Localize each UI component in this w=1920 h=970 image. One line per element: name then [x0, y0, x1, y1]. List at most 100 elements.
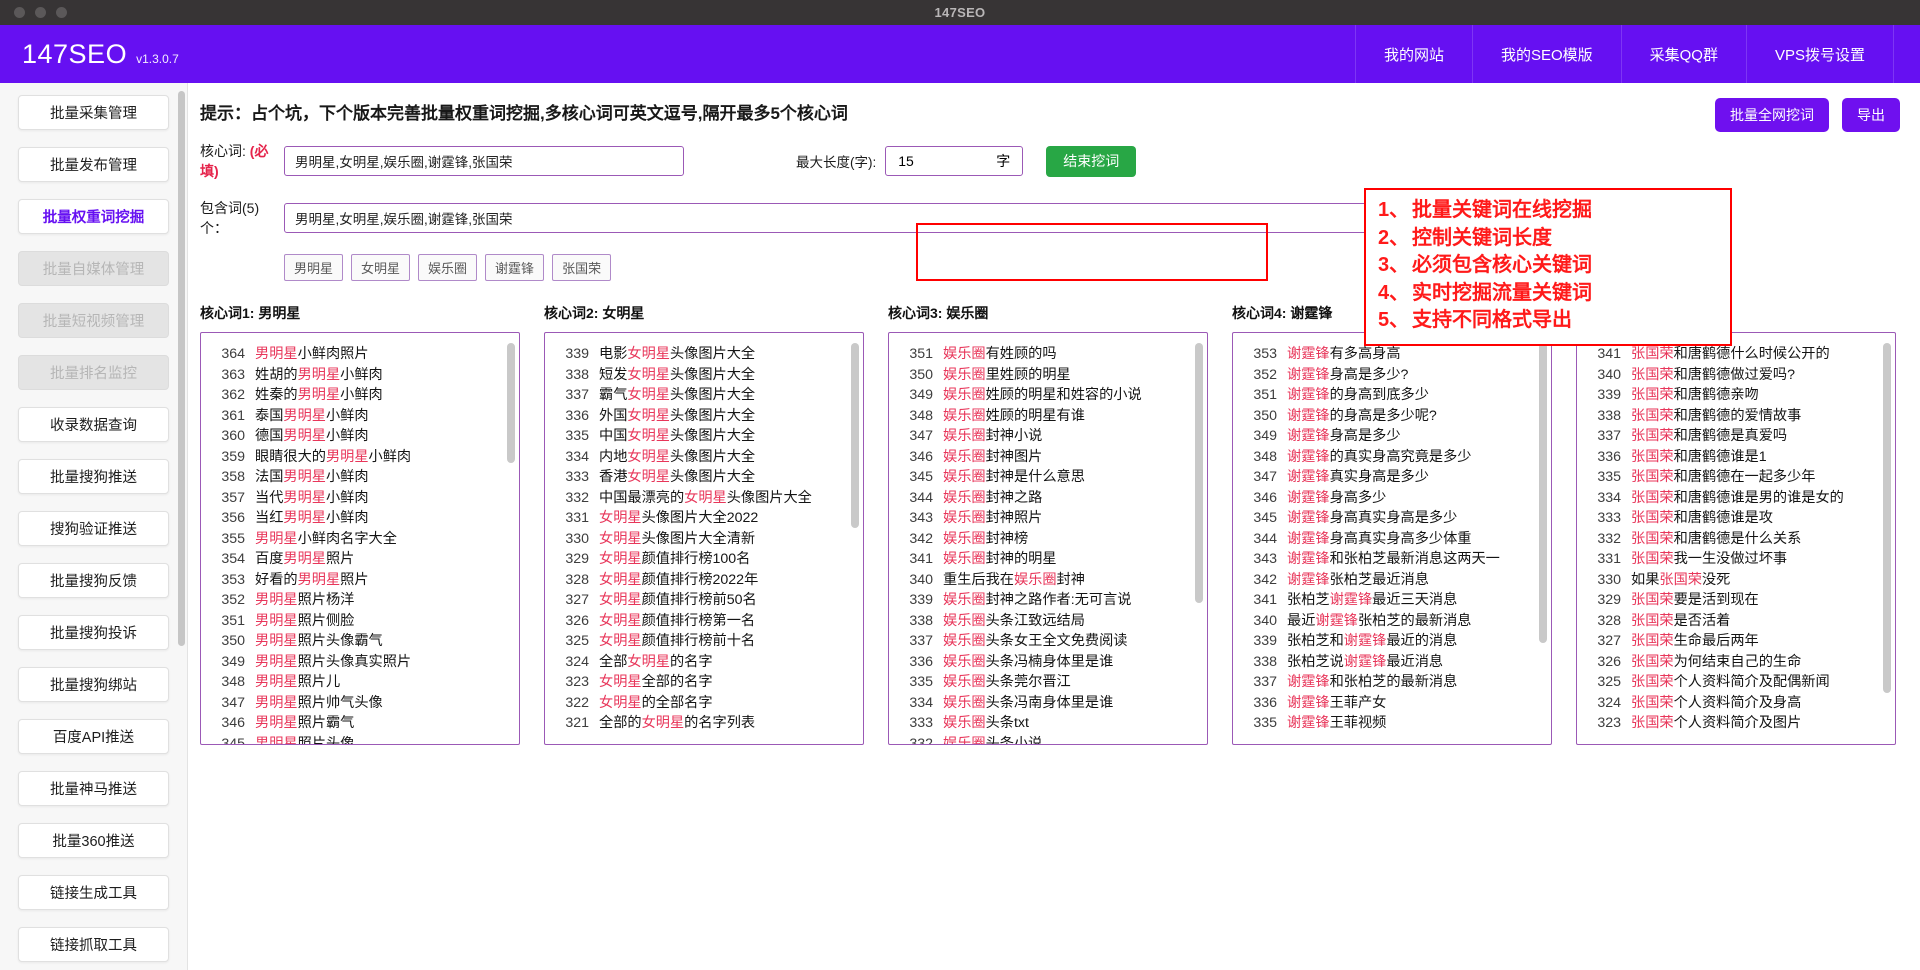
keyword-row[interactable]: 361 泰国男明星小鲜肉	[211, 407, 503, 428]
keyword-row[interactable]: 324 张国荣个人资料简介及身高	[1587, 694, 1879, 715]
include-word-tag-1[interactable]: 女明星	[351, 254, 411, 281]
keyword-row[interactable]: 353 好看的男明星照片	[211, 571, 503, 592]
keyword-row[interactable]: 326 女明星颜值排行榜第一名	[555, 612, 847, 633]
window-traffic-lights[interactable]	[14, 0, 67, 25]
keyword-row[interactable]: 346 谢霆锋身高多少	[1243, 489, 1535, 510]
keyword-row[interactable]: 332 中国最漂亮的女明星头像图片大全	[555, 489, 847, 510]
keyword-row[interactable]: 343 娱乐圈封神照片	[899, 509, 1191, 530]
keyword-row[interactable]: 332 娱乐圈头条小说	[899, 735, 1191, 745]
keyword-row[interactable]: 342 娱乐圈封神榜	[899, 530, 1191, 551]
include-word-tag-4[interactable]: 张国荣	[552, 254, 612, 281]
result-column-list[interactable]: 341 张国荣和唐鹤德什么时候公开的 340 张国荣和唐鹤德做过爱吗? 339 张国荣和唐…	[1576, 332, 1896, 745]
keyword-row[interactable]: 360 德国男明星小鲜肉	[211, 427, 503, 448]
sidebar-item-16[interactable]: 链接抓取工具	[18, 927, 169, 962]
keyword-row[interactable]: 354 百度男明星照片	[211, 550, 503, 571]
nav-item-3[interactable]: VPS拨号设置	[1745, 25, 1894, 83]
keyword-row[interactable]: 364 男明星小鲜肉照片	[211, 345, 503, 366]
keyword-row[interactable]: 338 短发女明星头像图片大全	[555, 366, 847, 387]
keyword-row[interactable]: 339 张柏芝和谢霆锋最近的消息	[1243, 632, 1535, 653]
core-word-input[interactable]: 男明星,女明星,娱乐圈,谢霆锋,张国荣	[284, 146, 684, 176]
keyword-row[interactable]: 329 女明星颜值排行榜100名	[555, 550, 847, 571]
sidebar-item-9[interactable]: 批量搜狗反馈	[18, 563, 169, 598]
keyword-row[interactable]: 347 男明星照片帅气头像	[211, 694, 503, 715]
sidebar-item-14[interactable]: 批量360推送	[18, 823, 169, 858]
sidebar-item-11[interactable]: 批量搜狗绑站	[18, 667, 169, 702]
keyword-row[interactable]: 336 外国女明星头像图片大全	[555, 407, 847, 428]
sidebar-item-0[interactable]: 批量采集管理	[18, 95, 169, 130]
keyword-row[interactable]: 351 娱乐圈有姓顾的吗	[899, 345, 1191, 366]
keyword-row[interactable]: 339 电影女明星头像图片大全	[555, 345, 847, 366]
keyword-row[interactable]: 335 谢霆锋王菲视频	[1243, 714, 1535, 735]
sidebar-item-2[interactable]: 批量权重词挖掘	[18, 199, 169, 234]
keyword-row[interactable]: 339 张国荣和唐鹤德亲吻	[1587, 386, 1879, 407]
keyword-row[interactable]: 337 谢霆锋和张柏芝的最新消息	[1243, 673, 1535, 694]
sidebar-item-12[interactable]: 百度API推送	[18, 719, 169, 754]
max-length-input[interactable]: 15 字	[885, 146, 1024, 176]
keyword-row[interactable]: 327 女明星颜值排行榜前50名	[555, 591, 847, 612]
keyword-row[interactable]: 347 娱乐圈封神小说	[899, 427, 1191, 448]
stop-dig-button[interactable]: 结束挖词	[1046, 145, 1137, 177]
keyword-row[interactable]: 328 张国荣是否活着	[1587, 612, 1879, 633]
nav-item-1[interactable]: 我的SEO模版	[1471, 25, 1621, 83]
keyword-row[interactable]: 357 当代男明星小鲜肉	[211, 489, 503, 510]
keyword-row[interactable]: 336 张国荣和唐鹤德谁是1	[1587, 448, 1879, 469]
keyword-row[interactable]: 338 张国荣和唐鹤德的爱情故事	[1587, 407, 1879, 428]
result-column-scrollbar-thumb[interactable]	[1539, 343, 1547, 643]
keyword-row[interactable]: 334 张国荣和唐鹤德谁是男的谁是女的	[1587, 489, 1879, 510]
keyword-row[interactable]: 350 娱乐圈里姓顾的明星	[899, 366, 1191, 387]
sidebar-item-15[interactable]: 链接生成工具	[18, 875, 169, 910]
keyword-row[interactable]: 350 谢霆锋的身高是多少呢?	[1243, 407, 1535, 428]
keyword-row[interactable]: 331 女明星头像图片大全2022	[555, 509, 847, 530]
nav-item-0[interactable]: 我的网站	[1354, 25, 1472, 83]
keyword-row[interactable]: 327 张国荣生命最后两年	[1587, 632, 1879, 653]
keyword-row[interactable]: 351 谢霆锋的身高到底多少	[1243, 386, 1535, 407]
keyword-row[interactable]: 337 娱乐圈头条女王全文免费阅读	[899, 632, 1191, 653]
result-column-scrollbar-thumb[interactable]	[1883, 343, 1891, 693]
result-column-list[interactable]: 364 男明星小鲜肉照片 363 姓胡的男明星小鲜肉 362 姓秦的男明星小鲜肉 361 泰国…	[200, 332, 520, 745]
sidebar-item-13[interactable]: 批量神马推送	[18, 771, 169, 806]
keyword-row[interactable]: 330 女明星头像图片大全清新	[555, 530, 847, 551]
close-window-icon[interactable]	[14, 7, 25, 18]
keyword-row[interactable]: 358 法国男明星小鲜肉	[211, 468, 503, 489]
keyword-row[interactable]: 325 张国荣个人资料简介及配偶新闻	[1587, 673, 1879, 694]
include-word-tag-3[interactable]: 谢霆锋	[485, 254, 545, 281]
keyword-row[interactable]: 340 张国荣和唐鹤德做过爱吗?	[1587, 366, 1879, 387]
result-column-scrollbar-thumb[interactable]	[507, 343, 515, 463]
keyword-row[interactable]: 362 姓秦的男明星小鲜肉	[211, 386, 503, 407]
keyword-row[interactable]: 340 最近谢霆锋张柏芝的最新消息	[1243, 612, 1535, 633]
keyword-row[interactable]: 333 香港女明星头像图片大全	[555, 468, 847, 489]
keyword-row[interactable]: 348 谢霆锋的真实身高究竟是多少	[1243, 448, 1535, 469]
keyword-row[interactable]: 323 张国荣个人资料简介及图片	[1587, 714, 1879, 735]
keyword-row[interactable]: 348 男明星照片儿	[211, 673, 503, 694]
keyword-row[interactable]: 344 娱乐圈封神之路	[899, 489, 1191, 510]
include-word-tag-2[interactable]: 娱乐圈	[418, 254, 478, 281]
keyword-row[interactable]: 332 张国荣和唐鹤德是什么关系	[1587, 530, 1879, 551]
keyword-row[interactable]: 322 女明星的全部名字	[555, 694, 847, 715]
keyword-row[interactable]: 325 女明星颜值排行榜前十名	[555, 632, 847, 653]
keyword-row[interactable]: 348 娱乐圈姓顾的明星有谁	[899, 407, 1191, 428]
keyword-row[interactable]: 334 内地女明星头像图片大全	[555, 448, 847, 469]
keyword-row[interactable]: 336 谢霆锋王菲产女	[1243, 694, 1535, 715]
keyword-row[interactable]: 349 谢霆锋身高是多少	[1243, 427, 1535, 448]
result-column-scrollbar-thumb[interactable]	[1195, 343, 1203, 603]
keyword-row[interactable]: 341 娱乐圈封神的明星	[899, 550, 1191, 571]
keyword-row[interactable]: 328 女明星颜值排行榜2022年	[555, 571, 847, 592]
keyword-row[interactable]: 346 男明星照片霸气	[211, 714, 503, 735]
keyword-row[interactable]: 321 全部的女明星的名字列表	[555, 714, 847, 735]
keyword-row[interactable]: 355 男明星小鲜肉名字大全	[211, 530, 503, 551]
include-word-tag-0[interactable]: 男明星	[284, 254, 344, 281]
keyword-row[interactable]: 334 娱乐圈头条冯南身体里是谁	[899, 694, 1191, 715]
include-word-input[interactable]: 男明星,女明星,娱乐圈,谢霆锋,张国荣	[284, 203, 1484, 233]
sidebar-scrollbar-thumb[interactable]	[178, 91, 185, 646]
keyword-row[interactable]: 333 张国荣和唐鹤德谁是攻	[1587, 509, 1879, 530]
nav-item-2[interactable]: 采集QQ群	[1620, 25, 1746, 83]
keyword-row[interactable]: 331 张国荣我一生没做过坏事	[1587, 550, 1879, 571]
result-column-scrollbar-thumb[interactable]	[851, 343, 859, 528]
keyword-row[interactable]: 341 张柏芝谢霆锋最近三天消息	[1243, 591, 1535, 612]
keyword-row[interactable]: 323 女明星全部的名字	[555, 673, 847, 694]
sidebar-item-7[interactable]: 批量搜狗推送	[18, 459, 169, 494]
keyword-row[interactable]: 335 张国荣和唐鹤德在一起多少年	[1587, 468, 1879, 489]
keyword-row[interactable]: 338 张柏芝说谢霆锋最近消息	[1243, 653, 1535, 674]
keyword-row[interactable]: 363 姓胡的男明星小鲜肉	[211, 366, 503, 387]
batch-dig-all-button[interactable]: 批量全网挖词	[1715, 98, 1829, 132]
